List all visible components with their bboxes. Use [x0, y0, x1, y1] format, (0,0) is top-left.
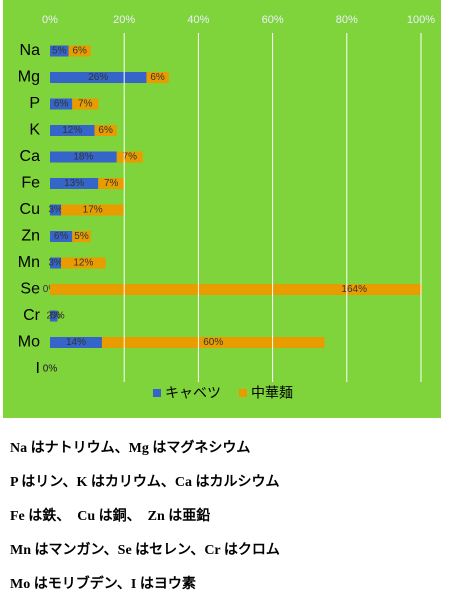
value-label: 60%: [203, 337, 223, 348]
value-label: 6%: [54, 99, 69, 110]
bar-segment: [61, 257, 106, 269]
value-label: 3%: [48, 258, 63, 269]
bar-segment: [50, 257, 62, 269]
bar-segment: [72, 98, 99, 110]
category-label: Cr: [23, 307, 41, 324]
value-label: 12%: [62, 125, 82, 136]
category-label: P: [29, 95, 40, 112]
value-label: 2%: [46, 311, 61, 322]
value-label: 6%: [150, 72, 165, 83]
category-label: Fe: [21, 175, 40, 192]
bar-segment: [50, 98, 73, 110]
value-label: 13%: [64, 178, 84, 189]
category-label: Na: [20, 42, 41, 59]
category-label: Mg: [18, 69, 40, 86]
category-label: Zn: [21, 228, 40, 245]
category-label: Cu: [20, 201, 40, 218]
x-tick-label: 20%: [113, 14, 135, 26]
legend-swatch: [153, 389, 161, 397]
value-label: 12%: [73, 258, 93, 269]
x-tick-label: 0%: [42, 14, 58, 26]
value-label: 26%: [88, 72, 108, 83]
bar-segment: [146, 72, 169, 83]
x-tick-label: 40%: [187, 14, 209, 26]
bar-segment: [72, 231, 91, 242]
bar-segment: [50, 231, 73, 242]
x-tick-label: 80%: [336, 14, 358, 26]
bar-segment: [98, 178, 125, 189]
bar-segment: [50, 125, 95, 136]
value-label: 5%: [52, 46, 67, 57]
legend-label: キャベツ: [165, 385, 221, 401]
category-label: K: [29, 122, 40, 139]
value-label: 3%: [48, 205, 63, 216]
bar-segment: [50, 45, 69, 57]
bar-segment: [116, 151, 143, 163]
value-label: 17%: [83, 205, 103, 216]
bar-segment: [68, 45, 91, 57]
category-label: Ca: [20, 148, 41, 165]
chart: 5% 6% 26% 6% 6% 7% 12% 6% 18% 7% 13% 7% 3% 17% 6% 5% 3% 1…: [3, 0, 441, 418]
bar-segment: [61, 204, 125, 216]
note-line: P はリン、K はカリウム、Ca はカルシウム: [10, 475, 280, 490]
value-label: 0%: [43, 364, 58, 375]
value-label: 164%: [341, 284, 367, 295]
value-label: 6%: [72, 46, 87, 57]
bar-segment: [50, 310, 58, 322]
notes: Na はナトリウム、Mg はマグネシウム P はリン、K はカリウム、Ca はカル…: [10, 432, 280, 602]
value-label: 7%: [104, 178, 119, 189]
note-line: Mn はマンガン、Se はセレン、Cr はクロム: [10, 543, 280, 558]
legend-label: 中華麺: [251, 385, 293, 401]
x-tick-label: 60%: [262, 14, 284, 26]
note-line: Fe は鉄、 Cu は銅、 Zn は亜鉛: [10, 509, 211, 524]
note-line: Mo はモリブデン、I はヨウ素: [10, 577, 196, 592]
value-label: 0%: [43, 364, 58, 375]
note-line: Na はナトリウム、Mg はマグネシウム: [10, 441, 251, 456]
value-label: 5%: [74, 231, 89, 242]
value-label: 7%: [78, 99, 93, 110]
bar-segment: [94, 125, 117, 136]
bar-segment: [50, 284, 422, 295]
bar-segment: [101, 337, 325, 348]
x-tick-label: 100%: [407, 14, 435, 26]
value-label: 6%: [98, 125, 113, 136]
value-label: 7%: [123, 152, 138, 163]
value-label: 0%: [50, 311, 65, 322]
bar-segment: [50, 151, 117, 163]
category-label: Mo: [18, 334, 40, 351]
value-label: 18%: [73, 152, 93, 163]
value-label: 6%: [54, 231, 69, 242]
category-label: Se: [20, 281, 40, 298]
category-label: Mn: [18, 254, 40, 271]
bar-segment: [50, 72, 147, 83]
value-label: 14%: [66, 337, 86, 348]
bar-segment: [50, 178, 99, 189]
bar-segment: [50, 337, 102, 348]
bar-segment: [50, 204, 62, 216]
category-label: I: [36, 360, 40, 377]
legend-swatch: [239, 389, 247, 397]
